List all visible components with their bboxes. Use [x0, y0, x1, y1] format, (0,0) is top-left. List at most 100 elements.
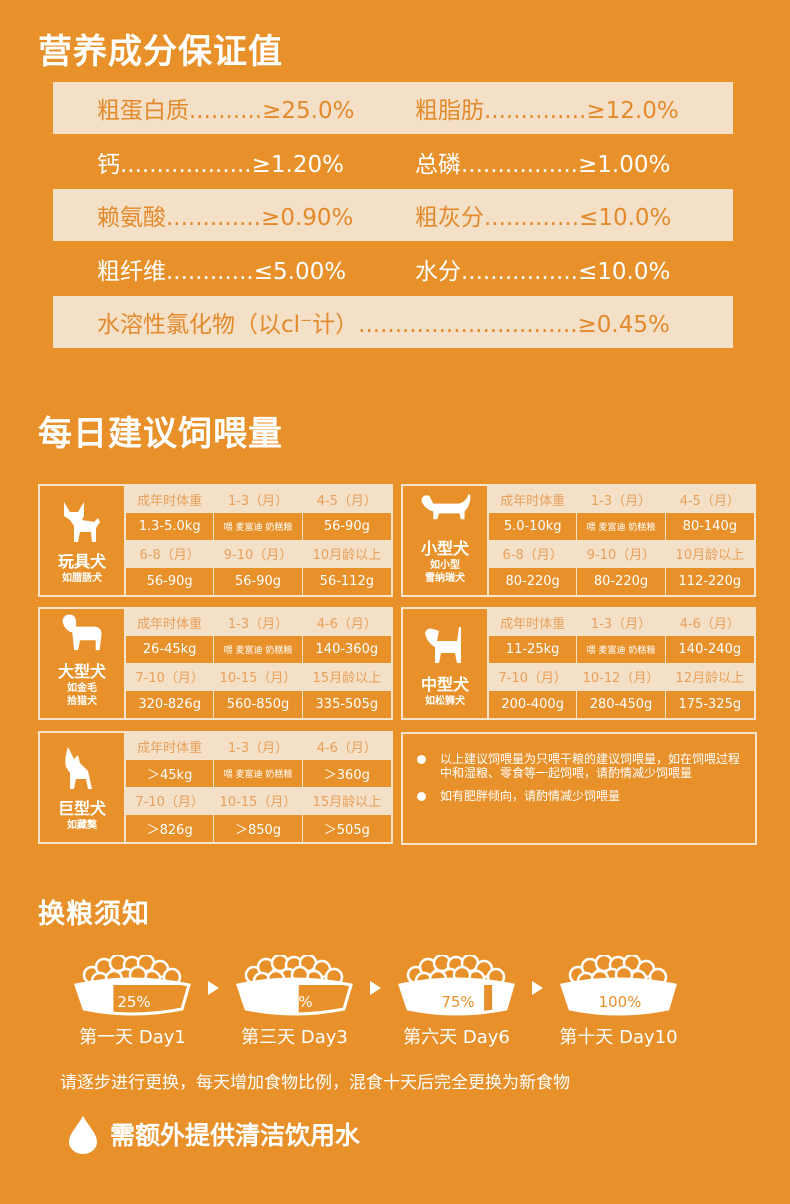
bowl-step: 50% 第三天 Day3	[232, 953, 357, 1048]
nutrition-value: 粗蛋白质..........≥25.0%	[97, 98, 355, 124]
grid-value-cell: 56-90g	[126, 567, 215, 595]
toy-dog-icon	[64, 502, 100, 542]
nutrition-value: 水分................≤10.0%	[415, 258, 671, 285]
grid-value-cell: 335-505g	[315, 696, 379, 712]
bullet-icon	[417, 792, 426, 801]
dog-type-name: 玩具犬	[57, 552, 106, 571]
grid-header-cell: 10月龄以上	[302, 540, 391, 568]
grid-header-cell: 7-10（月）	[489, 663, 578, 691]
bowl-percent: 75%	[441, 993, 474, 1011]
grid-value-cell: ＞45kg	[126, 760, 215, 788]
grid-value-cell: 280-450g	[577, 690, 666, 718]
grid-header-cell: 10-12（月）	[577, 663, 666, 691]
grid-value-cell: 1.3-5.0kg	[126, 513, 215, 541]
food-bowl-icon: 100%	[560, 953, 677, 1016]
grid-value-cell: 140-360g	[302, 636, 391, 664]
note-item: 以上建议饲喂量为只喂干粮的建议饲喂量，如在饲喂过程中和湿粮、零食等一起饲喂，请酌…	[417, 752, 743, 780]
step-label: 第一天 Day1	[79, 1027, 186, 1048]
switch-title: 换粮须知	[38, 899, 150, 930]
grid-value-cell: 11-25kg	[489, 636, 578, 664]
grid-header-cell: 15月龄以上	[302, 787, 391, 815]
grid-header-cell: 4-6（月）	[302, 733, 391, 761]
grid-value-cell: 80-220g	[577, 567, 666, 595]
dog-type-name: 大型犬	[57, 662, 106, 681]
grid-header-cell: 12月龄以上	[665, 663, 754, 691]
grid-value-cell: 80-140g	[665, 513, 754, 541]
nutrition-value: 总磷................≥1.00%	[415, 151, 671, 178]
grid-value-cell: 175-325g	[678, 696, 742, 712]
dog-type-example: 如小型 雪纳瑞犬	[425, 560, 465, 584]
nutrition-value: 赖氨酸.............≥0.90%	[97, 205, 354, 231]
nutrition-row: 水溶性氯化物（以cl⁻计）...........................…	[53, 296, 733, 348]
grid-value-cell: ＞826g	[126, 814, 215, 842]
switch-tip: 请逐步进行更换，每天增加食物比例，混食十天后完全更换为新食物	[60, 1073, 570, 1093]
grid-header-cell: 1-3（月）	[214, 609, 303, 637]
grid-value-cell: 112-220g	[678, 573, 742, 589]
feeding-card: 大型犬 如金毛 拾猎犬 成年时体重 1-3（月） 4-6（月） 26-45kg 喂 麦富迪 …	[38, 607, 393, 720]
nutrition-row: 粗蛋白质..........≥25.0% 粗脂肪..............≥12…	[53, 82, 733, 134]
grid-header-cell: 1-3（月）	[577, 486, 666, 514]
grid-header-cell: 6-8（月）	[489, 540, 578, 568]
grid-header-cell: 7-10（月）	[126, 787, 215, 815]
dachshund-icon	[421, 493, 471, 520]
arrow-right-icon	[532, 981, 543, 995]
grid-header-cell: 成年时体重	[489, 609, 578, 637]
brand-cell: 喂 麦富迪 奶糕粮	[214, 513, 303, 541]
grid-value-cell: 320-826g	[126, 690, 215, 718]
grid-value-cell: 26-45kg	[126, 636, 215, 664]
bowl-percent: 100%	[599, 993, 642, 1011]
grid-header-cell: 6-8（月）	[126, 540, 215, 568]
nutrition-row: 赖氨酸.............≥0.90% 粗灰分.............≤1…	[53, 189, 733, 241]
bowl-step: 25% 第一天 Day1	[70, 953, 195, 1048]
dog-type: 小型犬 如小型 雪纳瑞犬	[403, 486, 489, 595]
nutrition-value: 钙..................≥1.20%	[97, 151, 344, 178]
feeding-card: 巨型犬 如藏獒 成年时体重 1-3（月） 4-6（月） ＞45kg 喂 麦富迪 奶糕粮 ＞36…	[38, 731, 393, 844]
dog-type-name: 巨型犬	[57, 799, 106, 818]
wolf-dog-icon	[65, 747, 92, 789]
grid-header-cell: 成年时体重	[126, 609, 215, 637]
grid-header-cell: 成年时体重	[126, 486, 215, 514]
grid-header-cell: 1-3（月）	[214, 486, 303, 514]
grid-header-cell: 4-6（月）	[302, 609, 391, 637]
step-label: 第十天 Day10	[559, 1027, 678, 1048]
step-label: 第六天 Day6	[403, 1027, 510, 1048]
grid-header-cell: 9-10（月）	[577, 540, 666, 568]
feeding-title: 每日建议饲喂量	[38, 414, 283, 454]
grid-header-cell: 成年时体重	[126, 733, 215, 761]
note-item: 如有肥胖倾向，请酌情减少饲喂量	[417, 789, 743, 803]
grid-value-cell: ＞360g	[302, 760, 391, 788]
dog-type: 大型犬 如金毛 拾猎犬	[40, 609, 126, 718]
brand-cell: 喂 麦富迪 奶糕粮	[214, 636, 303, 664]
dog-type-example: 如藏獒	[67, 820, 97, 831]
grid-value-cell: ＞850g	[214, 814, 303, 842]
feeding-card: 玩具犬 如腊肠犬 成年时体重 1-3（月） 4-5（月） 1.3-5.0kg 喂 麦富迪 奶…	[38, 484, 393, 597]
grid-value-cell: 200-400g	[489, 690, 578, 718]
feeding-notes: 以上建议饲喂量为只喂干粮的建议饲喂量，如在饲喂过程中和湿粮、零食等一起饲喂，请酌…	[401, 732, 757, 845]
feeding-grid: 成年时体重 1-3（月） 4-5（月） 1.3-5.0kg 喂 麦富迪 奶糕粮 56-90…	[126, 486, 391, 595]
grid-header-cell: 7-10（月）	[126, 663, 215, 691]
grid-value-cell: 140-240g	[665, 636, 754, 664]
nutrition-row: 钙..................≥1.20% 总磷.............…	[53, 134, 733, 189]
grid-value-cell: 5.0-10kg	[489, 513, 578, 541]
feeding-grid: 成年时体重 1-3（月） 4-6（月） 26-45kg 喂 麦富迪 奶糕粮 140-360…	[126, 609, 391, 718]
large-dog-icon	[62, 614, 102, 651]
grid-header-cell: 1-3（月）	[577, 609, 666, 637]
grid-header-cell: 4-5（月）	[665, 486, 754, 514]
feeding-card: 中型犬 如松狮犬 成年时体重 1-3（月） 4-6（月） 11-25kg 喂 麦富迪 奶糕粮…	[401, 607, 756, 720]
grid-value-cell: 56-112g	[319, 573, 374, 589]
grid-header-cell: 1-3（月）	[214, 733, 303, 761]
nutrition-value: 粗脂肪..............≥12.0%	[415, 98, 679, 124]
brand-cell: 喂 麦富迪 奶糕粮	[577, 636, 666, 664]
grid-header-cell: 4-5（月）	[302, 486, 391, 514]
dog-type: 巨型犬 如藏獒	[40, 733, 126, 842]
grid-header-cell: 15月龄以上	[302, 663, 391, 691]
arrow-right-icon	[370, 981, 381, 995]
grid-value-cell: ＞505g	[323, 822, 370, 838]
nutrition-value: 粗纤维............≤5.00%	[97, 258, 347, 285]
grid-header-cell: 4-6（月）	[665, 609, 754, 637]
grid-header-cell: 10-15（月）	[214, 787, 303, 815]
grid-value-cell: 56-90g	[302, 513, 391, 541]
feeding-grid: 成年时体重 1-3（月） 4-6（月） ＞45kg 喂 麦富迪 奶糕粮 ＞360g 7-10…	[126, 733, 391, 842]
arrow-right-icon	[208, 981, 219, 995]
feeding-grid: 成年时体重 1-3（月） 4-6（月） 11-25kg 喂 麦富迪 奶糕粮 140-240…	[489, 609, 754, 718]
